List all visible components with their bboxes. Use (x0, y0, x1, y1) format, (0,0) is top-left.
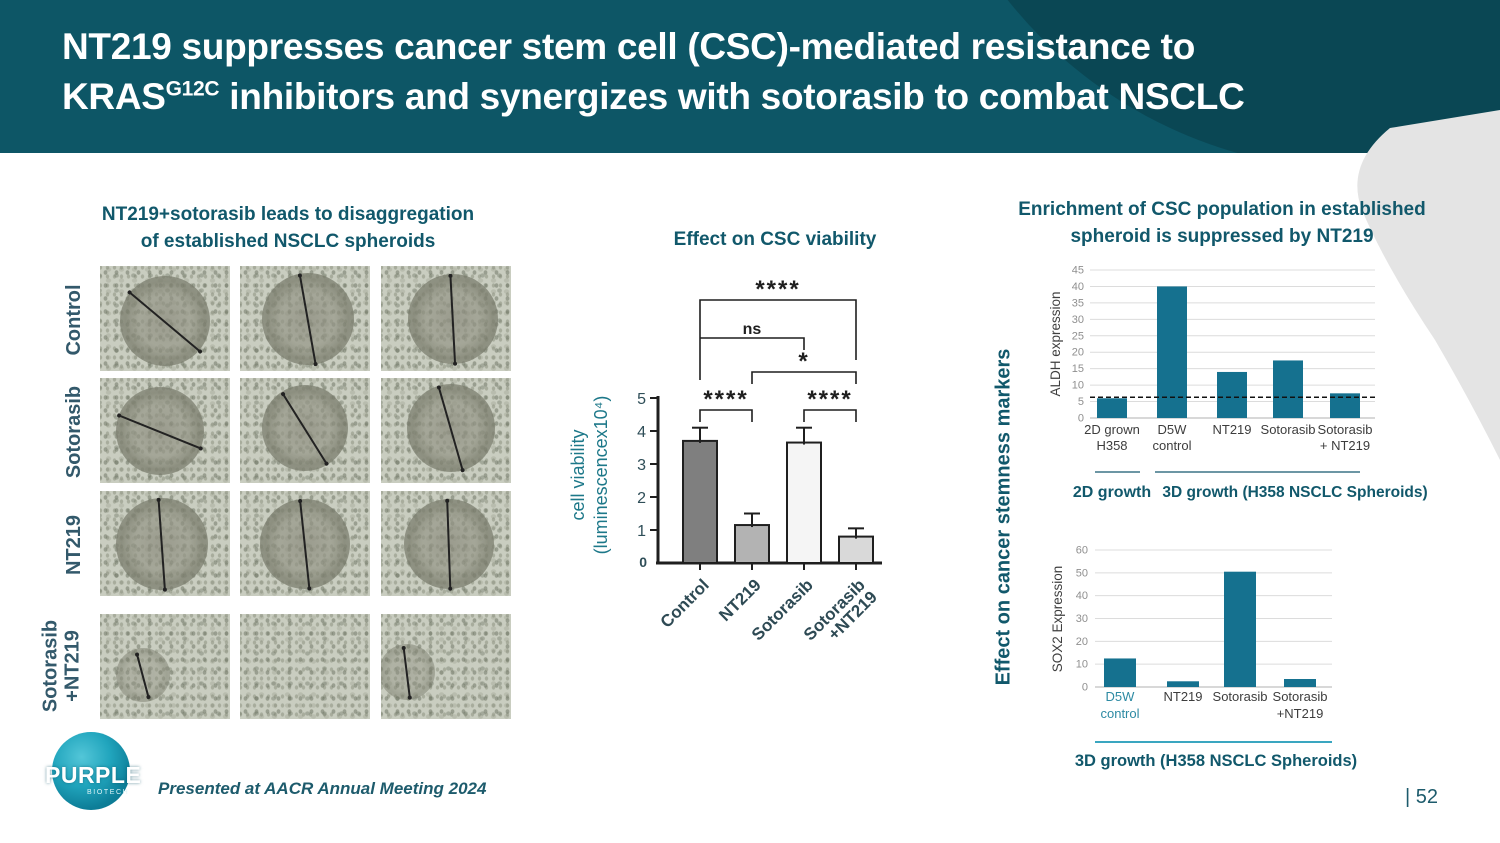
y-tick-label: 5 (1078, 396, 1084, 408)
bar (1273, 360, 1303, 418)
significance-label: ns (743, 321, 762, 338)
y-tick-label: 3 (637, 457, 646, 474)
x-category-label: NT219 (1163, 689, 1202, 704)
growth-group-label: 3D growth (H358 NSCLC Spheroids) (1162, 484, 1427, 501)
x-category-label: Sotorasib (1213, 689, 1268, 704)
bar (1097, 398, 1127, 418)
title-line-1: NT219 suppresses cancer stem cell (CSC)-… (62, 26, 1195, 67)
bar (1157, 286, 1187, 418)
y-tick-label: 45 (1072, 265, 1084, 277)
x-category-label: Sotorasib+NT219 (1273, 689, 1328, 721)
y-tick-label: 0 (1082, 682, 1088, 694)
microscopy-image (100, 266, 230, 371)
title-gene: KRAS (62, 75, 166, 117)
y-tick-label: 20 (1072, 347, 1084, 359)
y-axis-label: SOX2 Expression (1050, 566, 1065, 673)
sox2-expression-bar-chart: 0 10 20 30 40 50 60 SOX2 Expression D5W control NT… (1050, 545, 1357, 771)
growth-group-label: 2D growth (1073, 484, 1151, 501)
bar (1284, 679, 1316, 687)
y-tick-label: 25 (1072, 330, 1084, 342)
y-tick-label: 0 (1078, 413, 1084, 425)
x-category-label: D5W control (1100, 689, 1139, 721)
y-tick-label: 5 (637, 391, 646, 408)
y-axis-label: (luminescencex10⁴) (591, 396, 611, 555)
page-number: | 52 (1405, 786, 1438, 808)
y-tick-label: 50 (1076, 567, 1088, 579)
left-panel-title: NT219+sotorasib leads to disaggregation … (62, 202, 514, 255)
y-tick-label: 30 (1072, 314, 1084, 326)
y-tick-label: 60 (1076, 545, 1088, 557)
slide-title: NT219 suppresses cancer stem cell (CSC)-… (62, 22, 1245, 122)
bar (1167, 681, 1199, 687)
right-title-line-1: Enrichment of CSC population in establis… (1018, 199, 1426, 220)
title-gene-superscript: G12C (165, 77, 220, 101)
y-tick-label: 1 (637, 523, 646, 540)
y-tick-label: 15 (1072, 363, 1084, 375)
csc-viability-bar-chart: cell viability (luminescencex10⁴)012345Co… (568, 276, 882, 644)
background-swoosh-shape (1357, 110, 1500, 460)
title-line-2: inhibitors and synergizes with sotorasib… (219, 75, 1245, 117)
microscopy-grid (100, 266, 512, 719)
bar (1217, 371, 1247, 418)
bar (1224, 571, 1256, 687)
microscopy-image (381, 266, 511, 371)
slide-header: NT219 suppresses cancer stem cell (CSC)-… (0, 0, 1500, 153)
left-title-line-2: of established NSCLC spheroids (140, 230, 436, 252)
bar (682, 439, 718, 564)
y-tick-label: 30 (1076, 613, 1088, 625)
viability-chart-title: Effect on CSC viability (673, 229, 877, 250)
microscopy-image (240, 266, 370, 371)
y-tick-label: 35 (1072, 297, 1084, 309)
x-category-label: D5W control (1152, 422, 1191, 453)
x-category-label: 2D grown H358 (1084, 422, 1140, 453)
y-axis-label: ALDH expression (1048, 291, 1063, 396)
microscopy-image (240, 614, 370, 719)
presented-at-note: Presented at AACR Annual Meeting 2024 (158, 779, 487, 798)
microscopy-image (381, 614, 511, 719)
y-axis-label: cell viability (568, 429, 588, 520)
aldh-expression-bar-chart: 0 5 10 15 20 25 30 35 40 45 ALDH expression 2D grow… (1048, 265, 1428, 502)
significance-label: **** (755, 276, 800, 303)
y-tick-label: 40 (1076, 590, 1088, 602)
right-panel-title: Enrichment of CSC population in establis… (1002, 197, 1442, 250)
x-category-label: Sotorasib + NT219 (1318, 422, 1373, 453)
microscopy-image (240, 378, 370, 483)
logo-sub-wordmark: BIOTECH (87, 789, 130, 796)
y-tick-label: 10 (1072, 380, 1084, 392)
right-title-line-2: spheroid is suppressed by NT219 (1070, 225, 1374, 247)
y-tick-label: 4 (637, 424, 646, 441)
y-tick-label: 0 (639, 554, 647, 570)
y-tick-label: 40 (1072, 281, 1084, 293)
significance-label: **** (703, 386, 748, 413)
microscopy-image (100, 378, 230, 483)
significance-label: * (798, 348, 809, 375)
y-tick-label: 2 (637, 490, 646, 507)
microscopy-image (381, 491, 511, 596)
significance-label: **** (807, 386, 852, 413)
growth-group-label: 3D growth (H358 NSCLC Spheroids) (1075, 752, 1357, 770)
purple-biotech-logo-icon (52, 732, 130, 810)
microscopy-image (381, 378, 511, 483)
microscopy-image (100, 614, 230, 719)
logo-wordmark: PURPLE (45, 762, 142, 788)
left-title-line-1: NT219+sotorasib leads to disaggregation (101, 204, 475, 225)
y-tick-label: 20 (1076, 636, 1088, 648)
y-tick-label: 10 (1076, 659, 1088, 671)
microscopy-image (240, 491, 370, 596)
x-category-label: Sotorasib (1261, 422, 1316, 437)
x-category-label: NT219 (1212, 422, 1251, 437)
bar (1104, 658, 1136, 687)
microscopy-image (100, 491, 230, 596)
